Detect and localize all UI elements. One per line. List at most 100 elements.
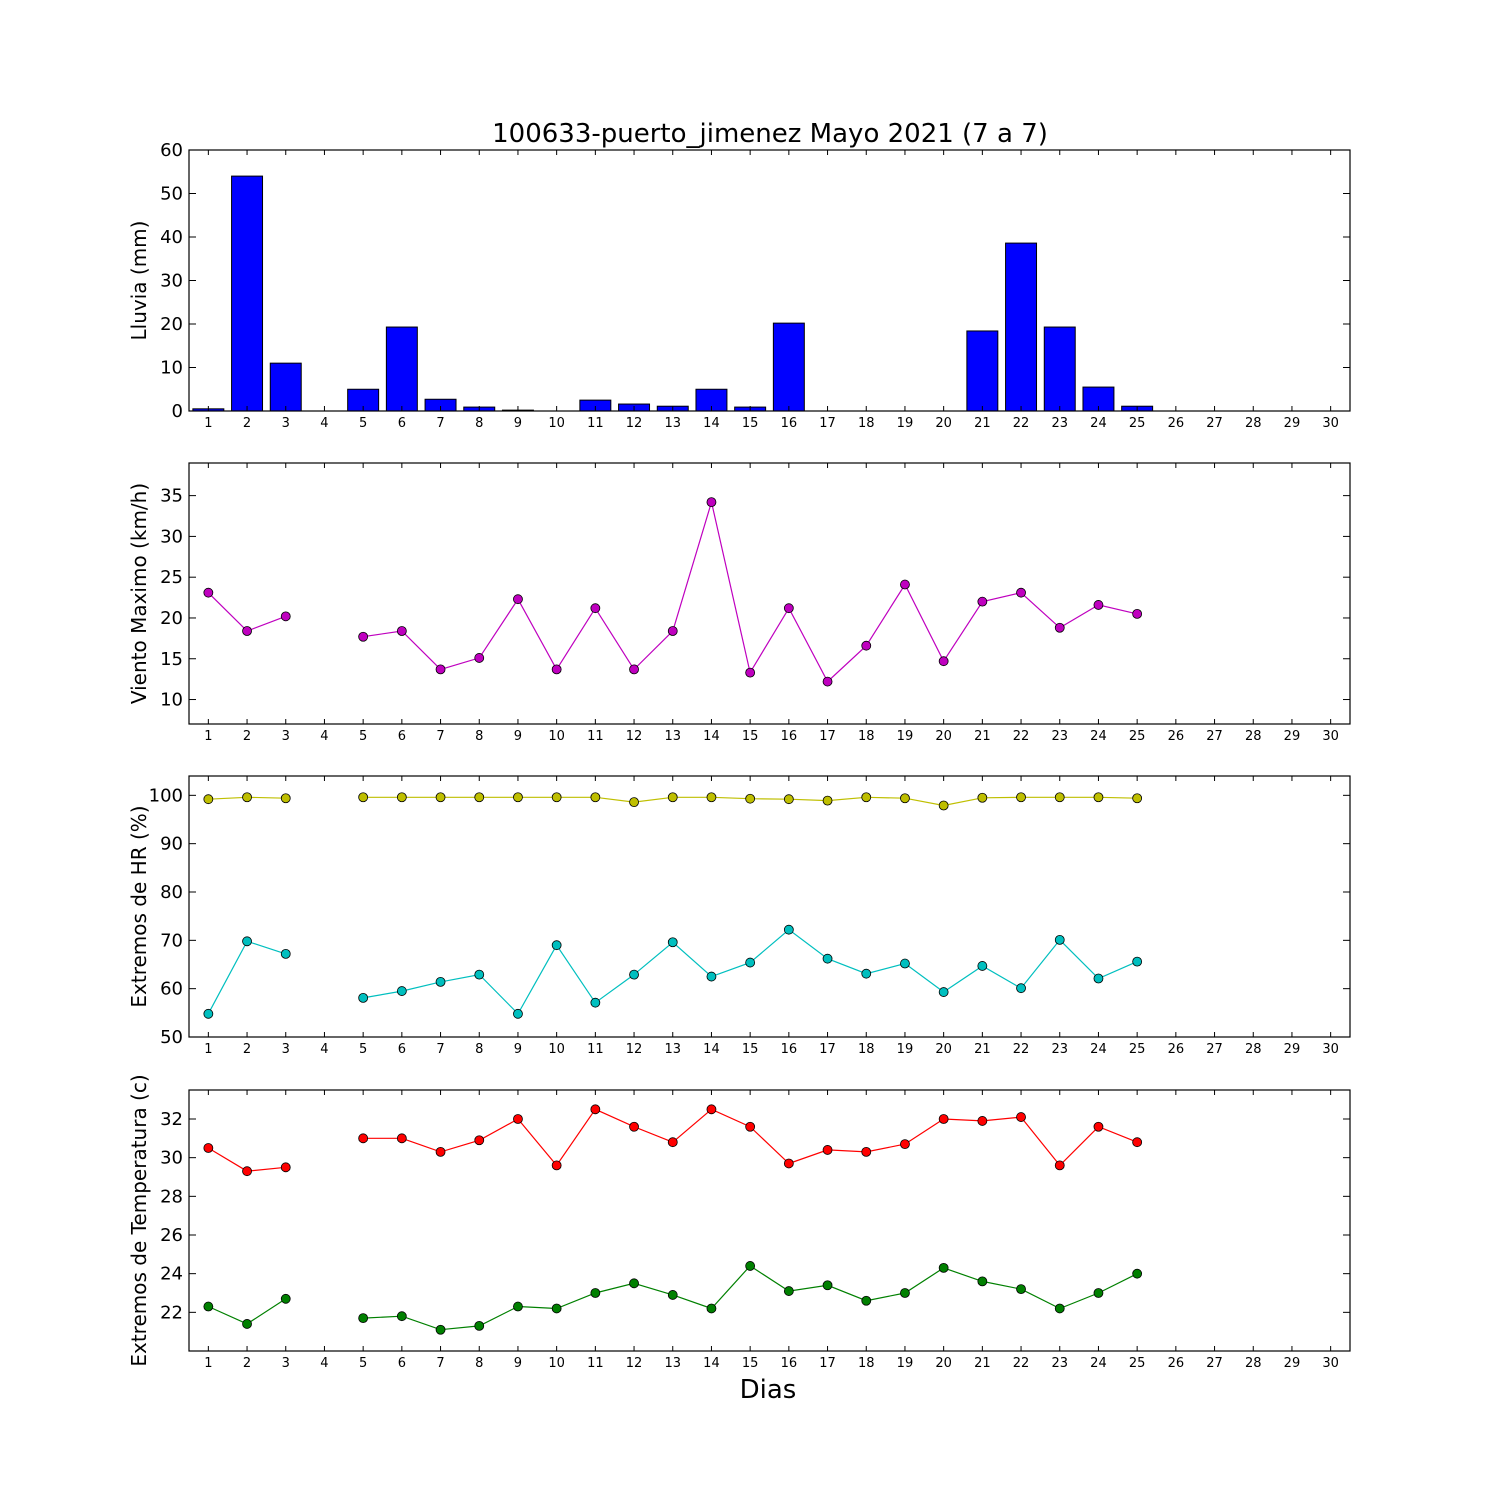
series-1-point-day-15 [745, 667, 756, 678]
series-2-point-day-23 [1054, 934, 1065, 945]
series-2-point-day-19 [900, 958, 910, 969]
series-1-point-day-17 [822, 676, 833, 687]
x-tick-label: 25 [1129, 1356, 1146, 1371]
series-1-point-day-18 [861, 640, 872, 651]
y-tick-label: 50 [160, 1027, 183, 1048]
x-tick-label: 10 [548, 1356, 565, 1371]
series-1-point-day-20 [938, 800, 949, 811]
series-1-point-day-17 [822, 1145, 833, 1155]
series-2-point-day-7 [435, 977, 446, 987]
axes-frame [188, 775, 1351, 1038]
x-tick-label: 1 [204, 1042, 212, 1057]
x-tick-label: 28 [1245, 416, 1262, 431]
series-1-point-day-2 [242, 792, 252, 803]
y-tick-label: 24 [160, 1264, 183, 1285]
series-2-point-day-8 [474, 969, 485, 980]
series-2-point-day-15 [745, 957, 756, 968]
series-1-point-day-8 [474, 1135, 485, 1146]
x-tick-label: 1 [204, 1356, 212, 1371]
series-2-point-day-10 [551, 1303, 562, 1314]
x-tick-label: 14 [703, 1042, 720, 1057]
x-tick-label: 24 [1090, 416, 1107, 431]
x-tick-label: 15 [742, 1042, 759, 1057]
series-1-line-1 [207, 592, 287, 632]
y-tick-label: 70 [160, 930, 183, 951]
x-tick-label: 30 [1322, 1356, 1339, 1371]
series-1-point-day-22 [1016, 1112, 1026, 1122]
x-tick-label: 18 [858, 729, 875, 744]
series-2-point-day-5 [358, 992, 369, 1003]
series-1-point-day-18 [861, 1146, 872, 1157]
series-2-point-day-10 [551, 940, 562, 951]
bar-day-2 [231, 175, 264, 412]
x-tick-label: 3 [282, 1356, 290, 1371]
series-1-point-day-12 [629, 797, 639, 807]
x-tick-label: 11 [587, 1356, 604, 1371]
x-tick-label: 29 [1284, 729, 1301, 744]
series-1-point-day-21 [977, 596, 988, 607]
panel-2: 1 2 3 4 5 6 7 8 9 10 11 12 13 14 15 16 17 18 19 20 21 22 23 24 2… [127, 462, 1351, 744]
x-tick-label: 1 [204, 729, 212, 744]
x-tick-label: 30 [1322, 1042, 1339, 1057]
x-tick-label: 2 [243, 729, 251, 744]
x-tick-label: 12 [626, 729, 643, 744]
x-tick-label: 16 [781, 1356, 798, 1371]
series-1-point-day-23 [1054, 1160, 1065, 1171]
series-1-point-day-22 [1016, 792, 1026, 803]
x-tick-label: 2 [243, 416, 251, 431]
series-1-point-day-9 [513, 1114, 523, 1124]
series-2-point-day-14 [706, 1303, 717, 1314]
x-tick-label: 4 [320, 1356, 328, 1371]
y-tick-label: 35 [160, 486, 183, 507]
series-2-point-day-2 [242, 936, 252, 947]
series-2-point-day-11 [590, 1288, 601, 1298]
x-tick-label: 12 [626, 416, 643, 431]
series-1-point-day-9 [513, 594, 523, 605]
x-tick-label: 3 [282, 729, 290, 744]
series-1-point-day-3 [280, 1162, 291, 1173]
bar-day-3 [269, 362, 302, 412]
x-tick-label: 15 [742, 729, 759, 744]
series-2-point-day-17 [822, 1280, 833, 1291]
series-2-point-day-5 [358, 1313, 369, 1324]
bar-day-6 [385, 326, 418, 412]
x-tick-label: 14 [703, 1356, 720, 1371]
x-tick-label: 19 [897, 1356, 914, 1371]
y-tick-label: 30 [160, 271, 183, 292]
y-tick-label: 50 [160, 184, 183, 205]
series-1-point-day-23 [1054, 622, 1065, 633]
series-2-point-day-6 [396, 986, 407, 996]
x-tick-label: 22 [1013, 1042, 1030, 1057]
x-tick-label: 4 [320, 416, 328, 431]
y-tick-label: 100 [149, 785, 183, 806]
series-2-point-day-22 [1016, 983, 1026, 994]
x-tick-label: 7 [436, 729, 444, 744]
x-tick-label: 23 [1051, 416, 1068, 431]
x-tick-label: 9 [514, 416, 522, 431]
series-2-point-day-15 [745, 1261, 756, 1271]
x-tick-label: 15 [742, 416, 759, 431]
x-tick-label: 9 [514, 729, 522, 744]
x-tick-label: 26 [1168, 729, 1185, 744]
series-2-point-day-13 [667, 937, 678, 948]
series-1-point-day-16 [783, 603, 794, 614]
bar-day-16 [772, 322, 805, 412]
x-tick-label: 24 [1090, 1042, 1107, 1057]
y-tick-label: 25 [160, 567, 183, 588]
series-1-point-day-6 [396, 626, 407, 636]
x-tick-label: 29 [1284, 1042, 1301, 1057]
series-1-point-day-16 [783, 794, 794, 805]
axes-frame [188, 462, 1351, 725]
series-2-line-1 [207, 940, 286, 1015]
x-tick-label: 26 [1168, 1356, 1185, 1371]
x-tick-label: 11 [587, 416, 604, 431]
x-tick-label: 7 [436, 416, 444, 431]
x-tick-label: 14 [703, 729, 720, 744]
series-1-point-day-7 [435, 1146, 446, 1157]
series-2-point-day-1 [203, 1008, 214, 1019]
y-axis-label: Extremos de HR (%) [127, 805, 151, 1007]
series-1-point-day-8 [474, 792, 485, 803]
x-tick-label: 9 [514, 1356, 522, 1371]
x-tick-label: 20 [935, 1042, 952, 1057]
x-tick-label: 20 [935, 416, 952, 431]
